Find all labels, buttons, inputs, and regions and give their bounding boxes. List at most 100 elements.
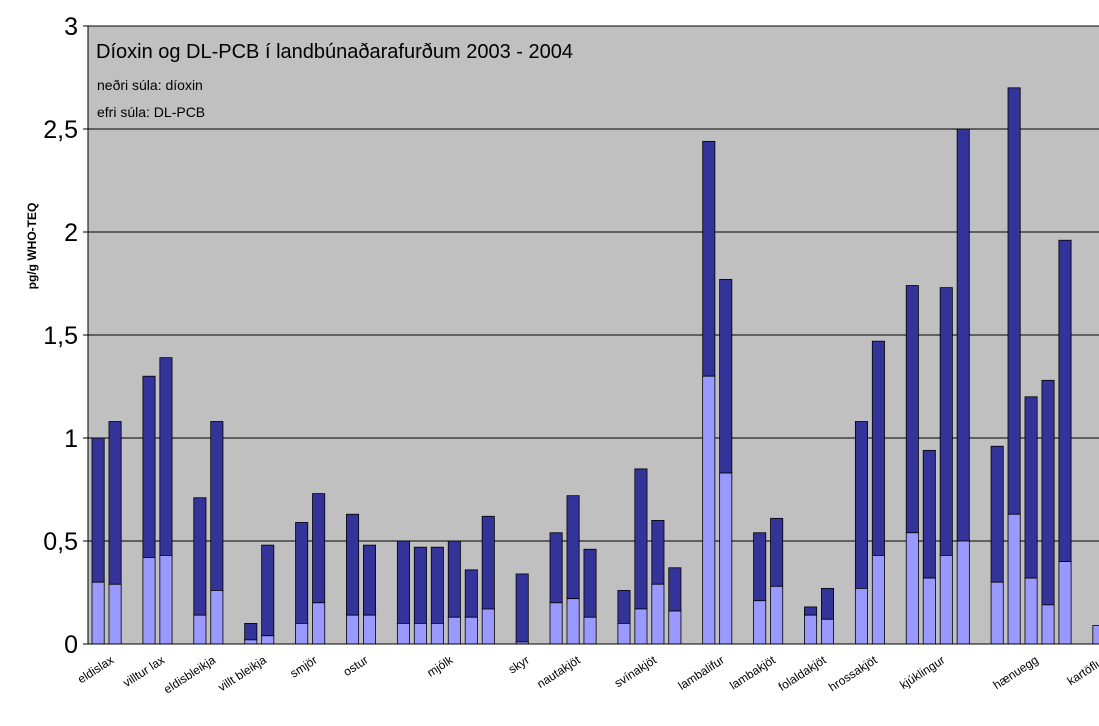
bar-dioxin [871, 555, 885, 645]
bar-dl-pcb [1024, 396, 1038, 579]
bar-dioxin [108, 583, 122, 645]
bar-dl-pcb [549, 532, 563, 604]
x-tick-label: kjúklingur [897, 653, 947, 692]
bar-dioxin [617, 623, 631, 645]
bar-dl-pcb [702, 140, 716, 377]
bar-dioxin [753, 600, 767, 645]
bar-dl-pcb [210, 421, 224, 591]
bar-dioxin [821, 618, 835, 645]
legend-upper-bar: efri súla: DL-PCB [97, 104, 205, 120]
bar-dl-pcb [481, 515, 495, 610]
y-tick-label: 0,5 [43, 528, 78, 556]
bar-dl-pcb [363, 544, 377, 616]
x-tick-label: folaldakjöt [776, 652, 830, 694]
bar-dioxin [1058, 561, 1072, 645]
y-tick-label: 2,5 [43, 116, 78, 144]
bar-dioxin [651, 583, 665, 645]
y-tick-label: 1,5 [43, 322, 78, 350]
bar-dioxin [549, 602, 563, 645]
bar-dioxin [363, 614, 377, 645]
bar-dl-pcb [905, 285, 919, 534]
x-tick-label: eldislax [75, 653, 116, 687]
bar-dl-pcb [1007, 87, 1021, 515]
bar-dioxin [91, 581, 105, 645]
bar-dioxin [481, 608, 495, 645]
bar-dl-pcb [617, 590, 631, 624]
bar-dl-pcb [295, 522, 309, 624]
y-tick-labels: 0 0,5 1 1,5 2 2,5 3 [43, 13, 88, 659]
x-tick-label: hrossakjöt [826, 652, 880, 694]
bar-dioxin [430, 623, 444, 645]
bar-dl-pcb [821, 587, 835, 620]
bar-dl-pcb [922, 449, 936, 579]
bar-dioxin [396, 623, 410, 645]
bar-dl-pcb [108, 421, 122, 585]
bar-dl-pcb [464, 569, 478, 618]
bar-dioxin [312, 602, 326, 645]
bar-dioxin [804, 614, 818, 645]
y-tick-label: 2 [64, 219, 78, 247]
x-tick-label: mjólk [424, 652, 456, 680]
bar-dl-pcb [447, 540, 461, 618]
bar-dl-pcb [753, 532, 767, 602]
bar-dioxin [854, 587, 868, 645]
bar-dioxin [1007, 513, 1021, 645]
bar-dioxin [244, 639, 258, 645]
bar-dioxin [142, 557, 156, 645]
bar-dioxin [464, 616, 478, 645]
bar-dl-pcb [244, 623, 258, 641]
bar-dl-pcb [651, 520, 665, 585]
bar-dl-pcb [871, 340, 885, 556]
x-tick-label: ostur [341, 653, 371, 679]
bar-dl-pcb [413, 546, 427, 624]
bar-dl-pcb [193, 497, 207, 616]
bar-dioxin [193, 614, 207, 645]
bar-dl-pcb [583, 548, 597, 618]
x-tick-label: kartöflur [1065, 653, 1099, 688]
x-tick-label: smjör [288, 653, 320, 681]
bar-dioxin [634, 608, 648, 645]
bar-dioxin [905, 532, 919, 645]
bar-dl-pcb [719, 278, 733, 474]
bar-dl-pcb [430, 546, 444, 624]
bar-dl-pcb [939, 287, 953, 556]
bar-dioxin [1024, 577, 1038, 645]
y-axis-label: pg/g WHO-TEQ [25, 203, 39, 290]
bar-dioxin [346, 614, 360, 645]
bar-dioxin [956, 540, 970, 645]
bar-dioxin [719, 472, 733, 645]
bar-dl-pcb [91, 437, 105, 583]
x-tick-label: villt bleikja [215, 653, 269, 695]
y-tick-label: 3 [64, 13, 78, 41]
bar-dl-pcb [261, 544, 275, 637]
chart-title: Díoxin og DL-PCB í landbúnaðarafurðum 20… [96, 41, 573, 63]
gridlines [88, 25, 1099, 542]
bar-dioxin [583, 616, 597, 645]
x-tick-label: svínakjöt [612, 652, 660, 690]
x-tick-label: lambakjöt [727, 652, 778, 692]
legend-lower-bar: neðri súla: díoxin [97, 77, 203, 93]
x-tick-label: hænuegg [991, 653, 1041, 692]
bar-dioxin [413, 623, 427, 645]
bar-dioxin [261, 635, 275, 645]
bar-dl-pcb [854, 421, 868, 589]
x-tick-label: nautakjöt [534, 652, 583, 691]
bar-dioxin [702, 375, 716, 645]
bar-dl-pcb [159, 357, 173, 556]
bar-dioxin [447, 616, 461, 645]
y-tick-label: 0 [64, 631, 78, 659]
bar-dioxin [939, 555, 953, 645]
bar-dl-pcb [515, 573, 529, 643]
bar-dl-pcb [312, 493, 326, 604]
bar-dioxin [770, 585, 784, 645]
bar-dioxin [295, 623, 309, 645]
bar-dl-pcb [956, 128, 970, 542]
bar-dl-pcb [142, 375, 156, 558]
x-tick-label: eldisbleikja [161, 653, 218, 697]
bar-dl-pcb [990, 445, 1004, 583]
bar-dl-pcb [396, 540, 410, 624]
bar-dioxin [1041, 604, 1055, 645]
bar-dl-pcb [566, 495, 580, 600]
